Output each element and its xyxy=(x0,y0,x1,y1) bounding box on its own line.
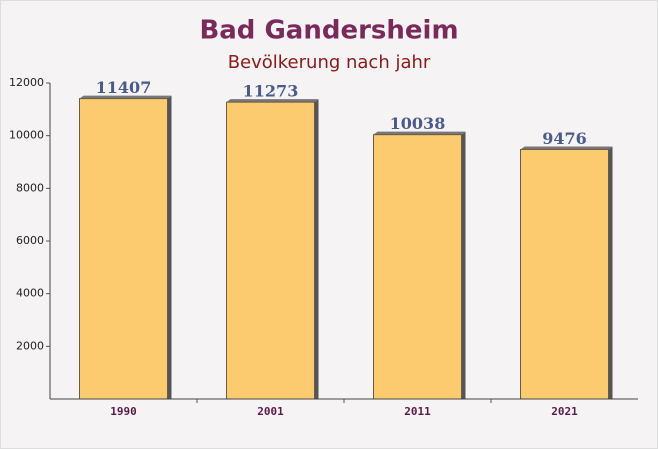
y-tick-label: 12000 xyxy=(9,76,44,89)
bar xyxy=(373,134,462,400)
bar-shadow xyxy=(461,131,466,399)
bar-shadow xyxy=(373,131,466,135)
x-tick-label: 2011 xyxy=(404,405,431,418)
bar-shadow xyxy=(79,95,172,99)
y-tick-label: 6000 xyxy=(16,234,44,247)
bar-shadow xyxy=(608,146,613,399)
value-label: 11273 xyxy=(243,82,299,101)
y-tick-label: 2000 xyxy=(16,339,44,352)
value-label: 11407 xyxy=(96,78,152,97)
y-tick-label: 10000 xyxy=(9,129,44,142)
bar-shadow xyxy=(520,146,613,150)
x-tick-label: 1990 xyxy=(110,405,137,418)
y-tick-label: 4000 xyxy=(16,287,44,300)
x-tick-label: 2021 xyxy=(551,405,578,418)
bar-shadow xyxy=(167,95,172,400)
chart-subtitle: Bevölkerung nach jahr xyxy=(228,52,431,73)
chart-title: Bad Gandersheim xyxy=(199,16,458,46)
bar-shadow xyxy=(314,99,319,399)
y-tick-label: 8000 xyxy=(16,181,44,194)
bar-shadow xyxy=(226,99,319,103)
value-label: 10038 xyxy=(390,114,446,133)
value-label: 9476 xyxy=(542,129,587,148)
bar xyxy=(520,148,609,400)
bar xyxy=(226,101,315,400)
bar xyxy=(79,98,168,400)
x-tick-label: 2001 xyxy=(257,405,284,418)
